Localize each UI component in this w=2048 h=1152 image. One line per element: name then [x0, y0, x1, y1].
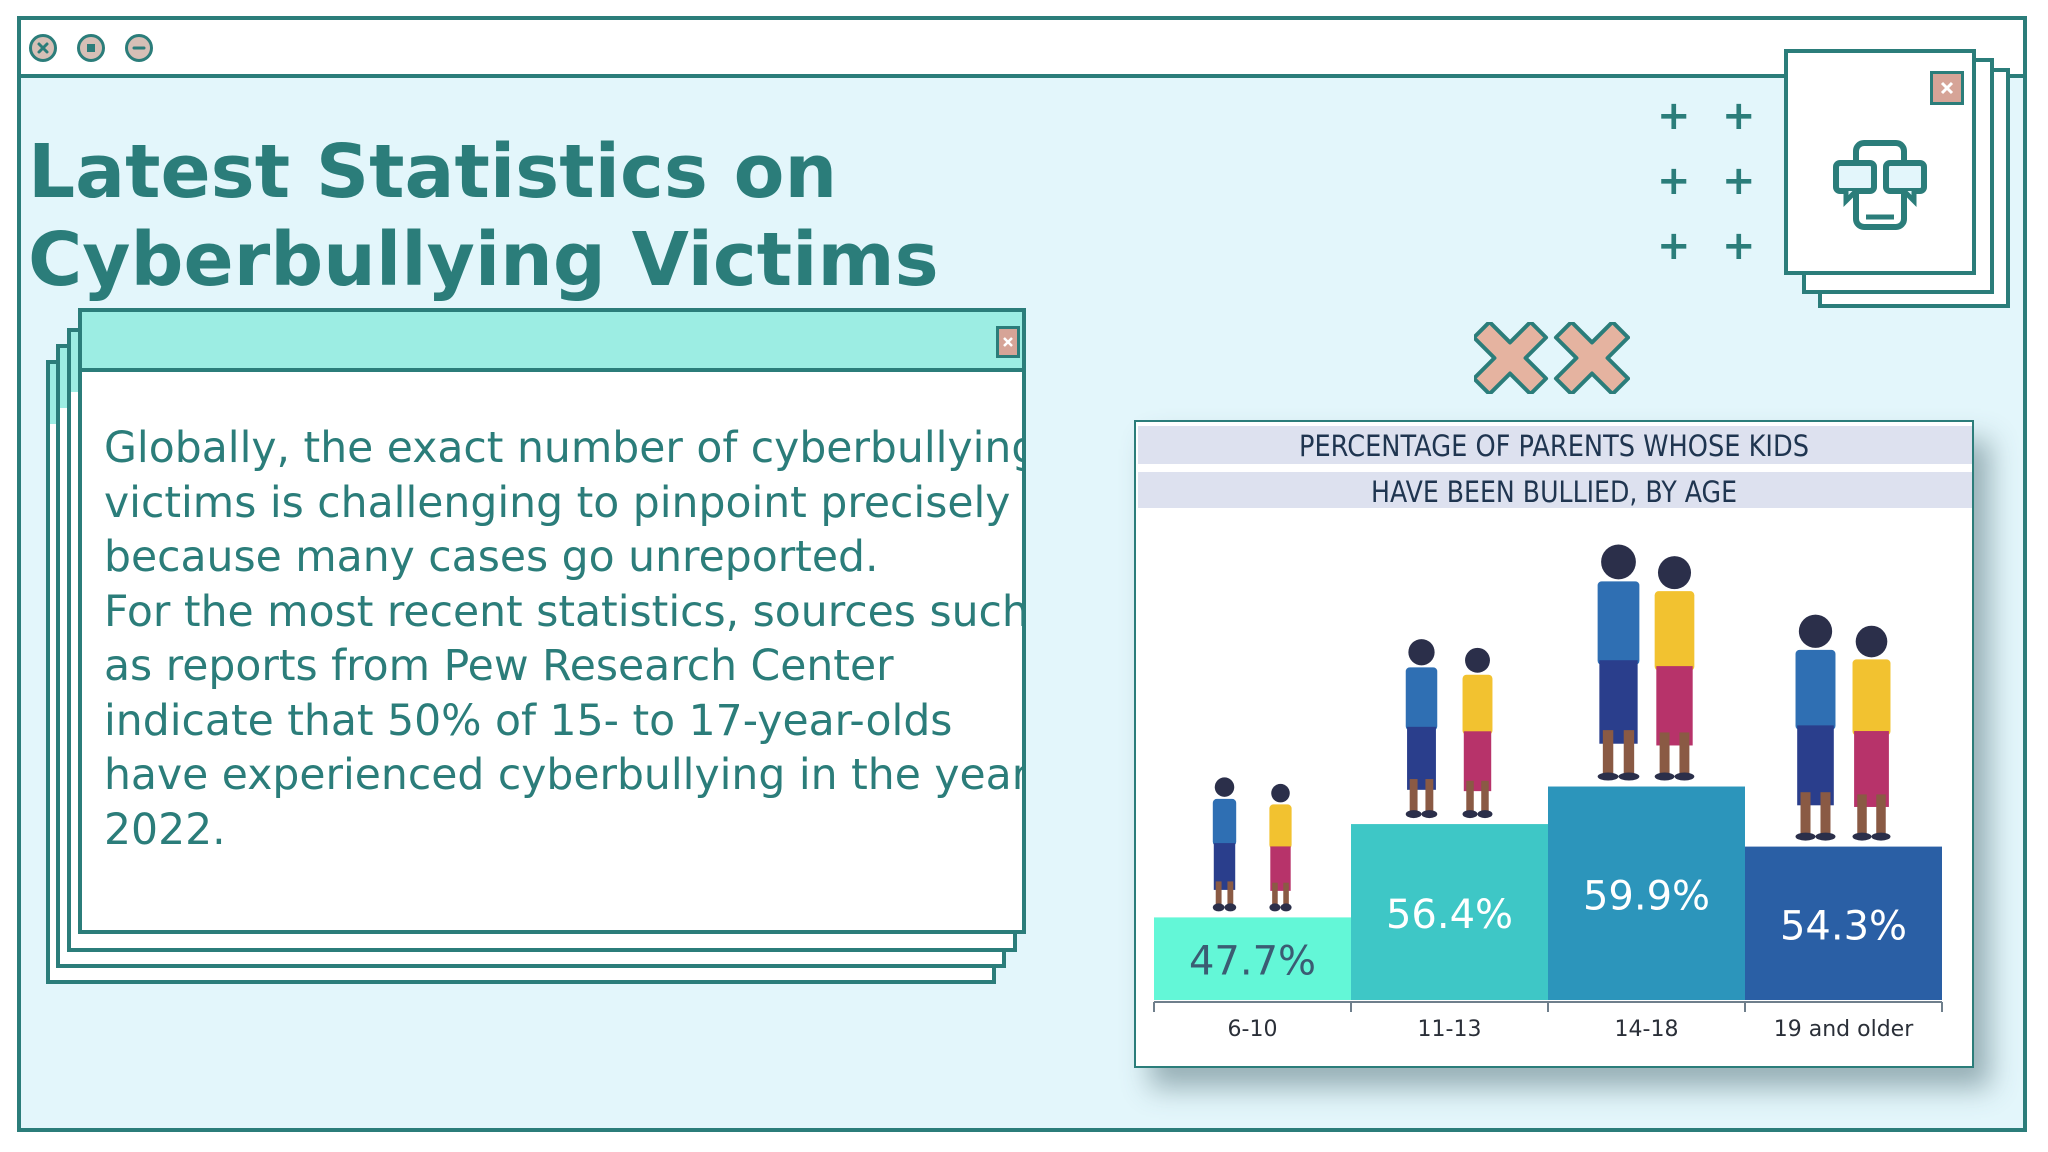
- body-line: Globally, the exact number of cyberbully…: [104, 424, 1022, 473]
- chat-bubbles-icon: [1833, 140, 1927, 230]
- body-line: as reports from Pew Research Center: [104, 642, 894, 691]
- person-figure: [1405, 639, 1438, 819]
- bar-chart-svg: PERCENTAGE OF PARENTS WHOSE KIDS HAVE BE…: [1138, 426, 1972, 1042]
- plus-decoration: +: [1657, 93, 1691, 139]
- person-figure: [1597, 544, 1640, 781]
- text-card-body: Globally, the exact number of cyberbully…: [82, 372, 1022, 930]
- body-line: indicate that 50% of 15- to 17-year-olds: [104, 696, 953, 746]
- close-icon[interactable]: [29, 34, 57, 62]
- data-label: 59.9%: [1583, 873, 1710, 919]
- stop-icon[interactable]: [77, 34, 105, 62]
- cross-mark-icon: [1553, 322, 1630, 394]
- page-title: Latest Statistics on Cyberbullying Victi…: [28, 129, 939, 303]
- person-figure: [1795, 614, 1836, 841]
- x-axis: 6-10 11-13 14-18 19 and older: [1153, 1001, 1943, 1042]
- plus-decoration: +: [1657, 223, 1691, 269]
- data-label: 56.4%: [1386, 892, 1513, 938]
- bar: [1154, 917, 1351, 1000]
- plus-decoration: +: [1722, 223, 1756, 269]
- close-icon[interactable]: [1930, 71, 1964, 105]
- cross-marks: [1474, 322, 1630, 394]
- x-tick-label: 6-10: [1228, 1017, 1278, 1042]
- bar-group: 47.7% 56.4% 59.9% 54.3%: [1154, 786, 1942, 1000]
- chart-title-line: HAVE BEEN BULLIED, BY AGE: [1371, 475, 1737, 509]
- text-card-titlebar: [82, 312, 1022, 372]
- close-icon[interactable]: [996, 326, 1020, 358]
- plus-decoration: +: [1657, 158, 1691, 204]
- chart-title-band: [1138, 472, 1972, 508]
- text-card: Globally, the exact number of cyberbully…: [78, 308, 1026, 934]
- person-figure: [1212, 777, 1237, 912]
- plus-decoration: +: [1722, 158, 1756, 204]
- person-figure: [1269, 783, 1292, 912]
- body-line: For the most recent statistics, sources …: [104, 587, 1022, 637]
- body-line: because many cases go unreported.: [104, 533, 879, 582]
- bar: [1351, 824, 1548, 1000]
- person-figure: [1462, 647, 1493, 819]
- bar-chart: PERCENTAGE OF PARENTS WHOSE KIDS HAVE BE…: [1134, 420, 1974, 1068]
- x-tick-label: 14-18: [1615, 1017, 1679, 1042]
- body-line: have experienced cyberbullying in the ye…: [104, 751, 1022, 800]
- chart-title-line: PERCENTAGE OF PARENTS WHOSE KIDS: [1299, 429, 1809, 463]
- bar: [1745, 846, 1942, 1000]
- bar: [1548, 786, 1745, 1000]
- person-figure: [1654, 556, 1695, 781]
- body-text: Globally, the exact number of cyberbully…: [104, 422, 1022, 858]
- plus-decoration: +: [1722, 93, 1756, 139]
- data-label: 54.3%: [1780, 903, 1907, 949]
- data-label: 47.7%: [1189, 939, 1316, 985]
- body-line: 2022.: [104, 805, 226, 855]
- minimize-icon[interactable]: [125, 34, 153, 62]
- x-tick-label: 19 and older: [1774, 1017, 1914, 1042]
- chart-title-band: [1138, 426, 1972, 464]
- body-line: victims is challenging to pinpoint preci…: [104, 478, 1011, 528]
- cross-mark-icon: [1474, 322, 1549, 394]
- window-titlebar: [21, 20, 2023, 78]
- x-tick-label: 11-13: [1418, 1017, 1482, 1042]
- decor-window: [1784, 49, 1976, 275]
- people-illustrations: [1212, 544, 1891, 912]
- person-figure: [1852, 625, 1891, 841]
